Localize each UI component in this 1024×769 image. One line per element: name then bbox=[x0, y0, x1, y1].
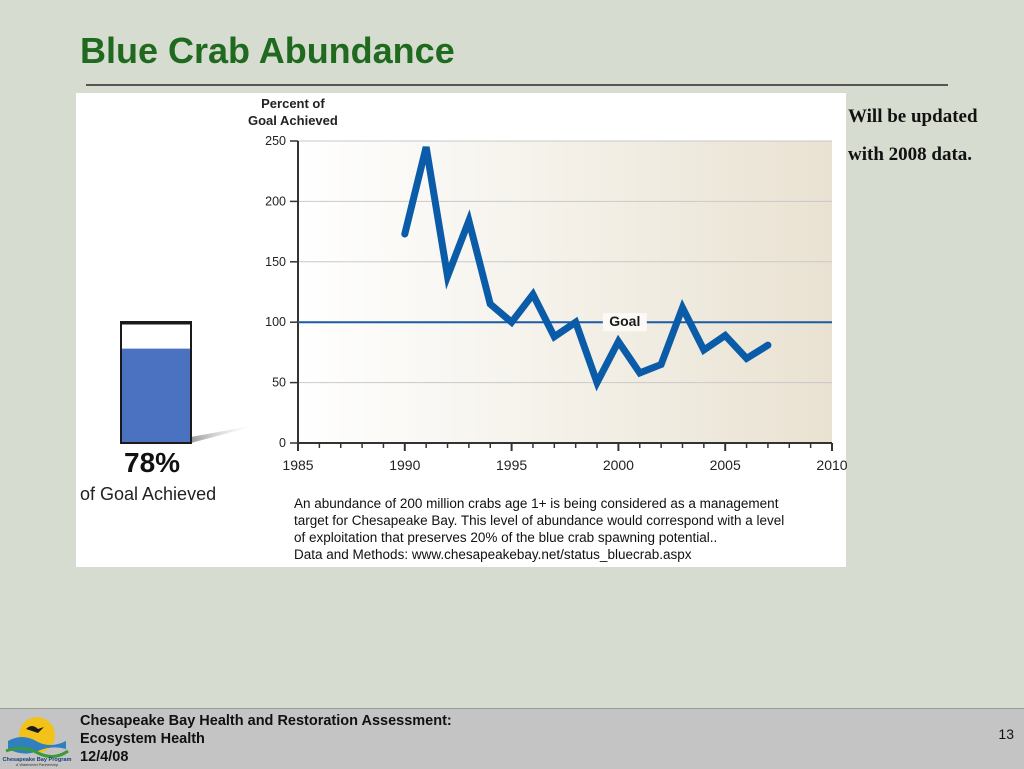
y-tick-label-200: 200 bbox=[265, 194, 286, 208]
plot-background bbox=[298, 141, 832, 443]
footer-line-2: Ecosystem Health bbox=[80, 730, 452, 748]
x-tick-label-1985: 1985 bbox=[282, 457, 313, 473]
y-tick-label-150: 150 bbox=[265, 255, 286, 269]
y-tick-label-0: 0 bbox=[279, 436, 286, 450]
caption-line-2: target for Chesapeake Bay. This level of… bbox=[294, 512, 844, 529]
x-tick-label-1990: 1990 bbox=[389, 457, 420, 473]
footer-bar: Chesapeake Bay Program A Watershed Partn… bbox=[0, 708, 1024, 769]
y-tick-label-50: 50 bbox=[272, 376, 286, 390]
gauge-label: of Goal Achieved bbox=[80, 484, 216, 505]
goal-label: Goal bbox=[609, 313, 640, 329]
logo-subtext: A Watershed Partnership bbox=[15, 763, 58, 767]
page-number: 13 bbox=[998, 726, 1014, 742]
gauge-shadow bbox=[191, 424, 262, 443]
caption-line-1: An abundance of 200 million crabs age 1+… bbox=[294, 495, 844, 512]
x-tick-label-2005: 2005 bbox=[710, 457, 741, 473]
footer-text: Chesapeake Bay Health and Restoration As… bbox=[80, 712, 452, 766]
x-tick-label-2000: 2000 bbox=[603, 457, 634, 473]
gauge-fill bbox=[122, 349, 190, 442]
footer-line-3: 12/4/08 bbox=[80, 748, 452, 766]
chart-caption: An abundance of 200 million crabs age 1+… bbox=[294, 495, 844, 563]
x-tick-label-1995: 1995 bbox=[496, 457, 527, 473]
y-tick-label-100: 100 bbox=[265, 315, 286, 329]
caption-line-4: Data and Methods: www.chesapeakebay.net/… bbox=[294, 546, 844, 563]
gauge-graphic bbox=[121, 322, 262, 443]
footer-line-1: Chesapeake Bay Health and Restoration As… bbox=[80, 712, 452, 730]
caption-line-3: of exploitation that preserves 20% of th… bbox=[294, 529, 844, 546]
y-tick-label-250: 250 bbox=[265, 134, 286, 148]
chesapeake-bay-program-logo: Chesapeake Bay Program A Watershed Partn… bbox=[2, 711, 72, 767]
gauge-percent: 78% bbox=[124, 447, 180, 479]
x-tick-label-2010: 2010 bbox=[816, 457, 847, 473]
